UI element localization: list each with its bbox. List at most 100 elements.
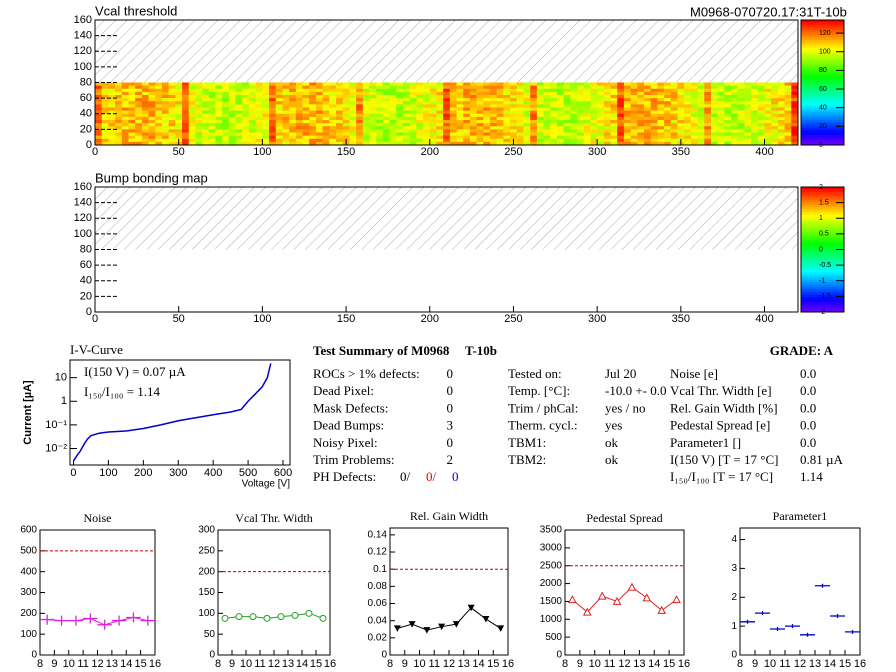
- heatmap-cell: [503, 132, 511, 136]
- heatmap-cell: [490, 132, 498, 136]
- heatmap-cell: [757, 95, 765, 99]
- heatmap-cell: [155, 129, 163, 133]
- row-label: Temp. [°C]:: [508, 383, 570, 398]
- heatmap-cell: [724, 129, 732, 133]
- heatmap-cell: [275, 104, 283, 108]
- heatmap-cell: [751, 138, 759, 143]
- heatmap-cell: [289, 88, 297, 93]
- heatmap-cell: [784, 113, 792, 118]
- heatmap-cell: [577, 120, 585, 124]
- marker: [815, 583, 830, 588]
- heatmap-cell: [302, 129, 310, 133]
- heatmap-cell: [704, 107, 712, 111]
- heatmap-cell: [784, 120, 792, 124]
- heatmap-cell: [771, 138, 779, 143]
- heatmap-cell: [550, 104, 558, 108]
- colorbar-strip: [801, 252, 844, 255]
- heatmap-cell: [389, 126, 397, 130]
- heatmap-cell: [315, 101, 323, 105]
- heatmap-cell: [208, 132, 216, 136]
- heatmap-cell: [610, 138, 618, 143]
- heatmap-cell: [382, 129, 390, 133]
- heatmap-cell: [704, 135, 712, 140]
- heatmap-cell: [630, 82, 638, 86]
- y-tick-label: 4: [731, 534, 737, 545]
- heatmap-cell: [737, 82, 745, 86]
- marker: [740, 619, 755, 624]
- heatmap-cell: [510, 135, 518, 140]
- heatmap-cell: [791, 141, 799, 146]
- x-tick-label: 15: [135, 658, 147, 670]
- heatmap-cell: [603, 113, 611, 118]
- heatmap-cell: [650, 101, 658, 105]
- heatmap-cell: [295, 107, 303, 111]
- heatmap-cell: [530, 91, 538, 96]
- heatmap-cell: [429, 113, 437, 118]
- colorbar-strip: [801, 204, 844, 208]
- heatmap-cell: [751, 132, 759, 136]
- heatmap-cell: [182, 101, 190, 105]
- marker: [830, 614, 845, 619]
- heatmap-cell: [630, 132, 638, 136]
- heatmap-cell: [771, 113, 779, 118]
- heatmap-cell: [342, 82, 350, 86]
- heatmap-cell: [108, 85, 116, 90]
- heatmap-cell: [610, 88, 618, 93]
- heatmap-cell: [516, 129, 524, 133]
- heatmap-cell: [710, 141, 718, 146]
- heatmap-cell: [416, 91, 424, 96]
- heatmap-cell: [757, 132, 765, 136]
- heatmap-cell: [617, 120, 625, 124]
- heatmap-cell: [208, 113, 216, 118]
- heatmap-cell: [784, 107, 792, 111]
- colorbar-strip: [801, 234, 844, 238]
- marker: [277, 613, 285, 621]
- heatmap-cell: [771, 132, 779, 136]
- heatmap-cell: [289, 110, 297, 115]
- heatmap-cell: [248, 123, 256, 127]
- heatmap-cell: [657, 110, 665, 115]
- heatmap-cell: [396, 138, 404, 143]
- heatmap-cell: [490, 113, 498, 118]
- marker: [140, 615, 155, 626]
- heatmap-cell: [664, 104, 672, 108]
- heatmap-cell: [590, 123, 598, 127]
- heatmap-cell: [121, 126, 129, 130]
- heatmap-cell: [523, 107, 531, 111]
- heatmap-cell: [690, 138, 698, 143]
- heatmap-cell: [228, 88, 236, 93]
- heatmap-cell: [429, 110, 437, 115]
- heatmap-cell: [764, 116, 772, 121]
- heatmap-cell: [356, 113, 364, 118]
- heatmap-cell: [744, 120, 752, 124]
- heatmap-cell: [784, 123, 792, 127]
- heatmap-cell: [710, 129, 718, 133]
- heatmap-cell: [148, 113, 156, 118]
- x-tick-label: 350: [672, 146, 690, 158]
- heatmap-cell: [228, 138, 236, 143]
- heatmap-cell: [161, 107, 169, 111]
- heatmap-cell: [590, 95, 598, 99]
- heatmap-cell: [717, 129, 725, 133]
- heatmap-cell: [369, 120, 377, 124]
- heatmap-cell: [463, 135, 471, 140]
- heatmap-cell: [677, 132, 685, 136]
- heatmap-cell: [570, 88, 578, 93]
- heatmap-cell: [704, 82, 712, 86]
- heatmap-cell: [222, 113, 230, 118]
- heatmap-cell: [255, 123, 263, 127]
- heatmap-cell: [710, 91, 718, 96]
- heatmap-cell: [356, 141, 364, 146]
- heatmap-cell: [141, 132, 149, 136]
- heatmap-cell: [744, 126, 752, 130]
- heatmap-cell: [456, 104, 464, 108]
- heatmap-cell: [322, 113, 330, 118]
- heatmap-cell: [329, 82, 337, 86]
- heatmap-cell: [510, 101, 518, 105]
- heatmap-cell: [764, 101, 772, 105]
- heatmap-cell: [228, 132, 236, 136]
- heatmap-cell: [476, 132, 484, 136]
- heatmap-cell: [637, 98, 645, 102]
- colorbar-strip: [801, 304, 844, 308]
- heatmap-cell: [369, 141, 377, 146]
